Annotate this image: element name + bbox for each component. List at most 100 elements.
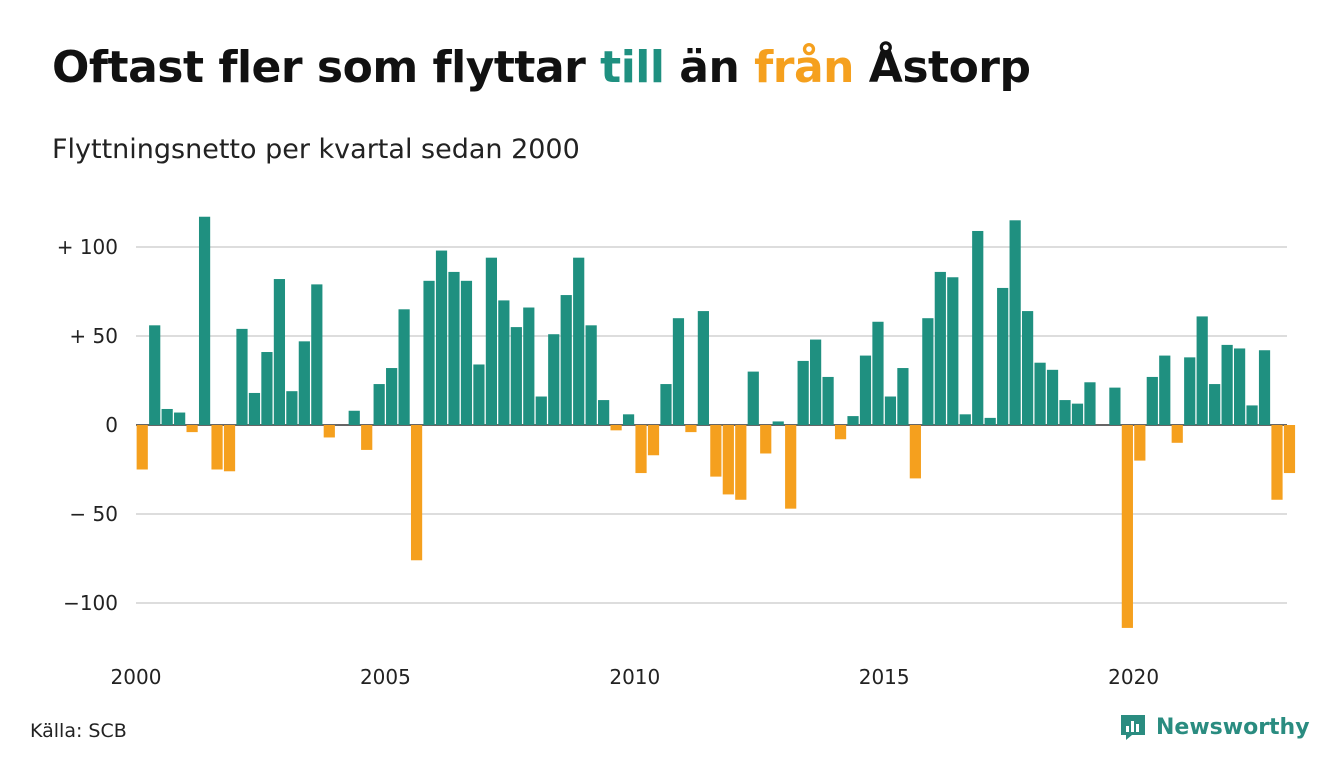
bar [1171, 425, 1183, 443]
bar [261, 352, 273, 425]
bar [1283, 425, 1296, 474]
bar [598, 400, 610, 425]
bar [1009, 220, 1021, 425]
bar [523, 307, 535, 425]
bar [959, 414, 971, 425]
bar [972, 230, 984, 425]
bar [747, 371, 759, 425]
chart-subtitle: Flyttningsnetto per kvartal sedan 2000 [52, 134, 580, 165]
brand-name: Newsworthy [1156, 714, 1310, 740]
bar [710, 425, 722, 477]
bar [311, 284, 323, 425]
bar [348, 410, 360, 425]
bar [772, 421, 784, 425]
x-tick-label: 2010 [609, 665, 660, 689]
title-fran: från [754, 42, 854, 93]
y-tick-label: 0 [105, 413, 118, 437]
bar [186, 425, 198, 433]
bar [473, 364, 485, 425]
bar [622, 414, 635, 425]
bar [174, 412, 186, 425]
bar [635, 425, 647, 474]
bar [785, 425, 797, 509]
bar [223, 425, 236, 472]
source-note: Källa: SCB [30, 720, 127, 742]
bar [498, 300, 510, 425]
bar [460, 280, 473, 425]
bar [1159, 355, 1171, 425]
x-tick-label: 2015 [859, 665, 910, 689]
bar [735, 425, 747, 500]
bar [697, 311, 709, 425]
bar [1034, 362, 1046, 425]
title-part-5: Åstorp [853, 42, 1031, 93]
bar [248, 392, 261, 425]
bar [548, 334, 560, 425]
bar [722, 425, 734, 495]
bar [1084, 382, 1096, 425]
title-part-3: än [664, 42, 755, 93]
bar [1046, 369, 1059, 425]
title-part-1: Oftast fler som flyttar [52, 42, 601, 93]
bar [1022, 311, 1034, 425]
y-tick-label: − 50 [69, 502, 118, 526]
bar [1196, 316, 1208, 425]
bar [485, 257, 497, 425]
bar [1121, 425, 1133, 628]
bar [934, 271, 946, 425]
bar [361, 425, 373, 450]
title-till: till [600, 42, 665, 93]
bar [660, 384, 672, 425]
bar [760, 425, 772, 454]
y-tick-label: + 100 [57, 235, 118, 259]
bar [1221, 344, 1233, 425]
bar [161, 408, 173, 425]
x-tick-label: 2000 [111, 665, 162, 689]
axis-labels: + 100 + 50 0 − 50 −100 2000 2005 2010 2015 2020 [57, 235, 1159, 689]
bar-chart: + 100 + 50 0 − 50 −100 2000 2005 2010 2015 2020 [57, 216, 1296, 689]
bar [560, 295, 572, 425]
bar [423, 280, 435, 425]
bar [1234, 348, 1246, 425]
bar [1109, 387, 1121, 425]
brand-logo: Newsworthy [1118, 712, 1310, 742]
bar [909, 425, 921, 479]
bar [872, 321, 884, 425]
y-tick-label: −100 [63, 591, 118, 615]
bar [984, 417, 996, 425]
bar [1134, 425, 1146, 461]
x-tick-label: 2020 [1108, 665, 1159, 689]
bar [847, 416, 859, 425]
bar [1184, 357, 1196, 425]
bar [797, 360, 809, 425]
bar [1271, 425, 1283, 500]
bar [647, 425, 660, 456]
bar [834, 425, 847, 440]
bar [211, 425, 223, 470]
bar [236, 328, 248, 425]
bar [373, 384, 385, 425]
bar [947, 277, 959, 425]
bar [897, 368, 909, 425]
bar [298, 341, 310, 425]
bar [448, 271, 460, 425]
bar [136, 425, 148, 470]
bar [198, 216, 211, 425]
bar [1209, 384, 1221, 425]
bar [822, 376, 834, 425]
bar [859, 355, 872, 425]
bar [1146, 376, 1158, 425]
x-tick-label: 2005 [360, 665, 411, 689]
bar [672, 318, 685, 425]
bar [685, 425, 697, 433]
bar [286, 391, 298, 425]
y-tick-label: + 50 [69, 324, 118, 348]
bar [1059, 400, 1071, 425]
bar [398, 309, 410, 425]
bar [997, 287, 1009, 425]
bar [535, 396, 547, 425]
bar [510, 327, 522, 425]
bar [585, 325, 597, 425]
bar [610, 425, 622, 431]
chart-title: Oftast fler som flyttar till än från Åst… [52, 42, 1031, 93]
